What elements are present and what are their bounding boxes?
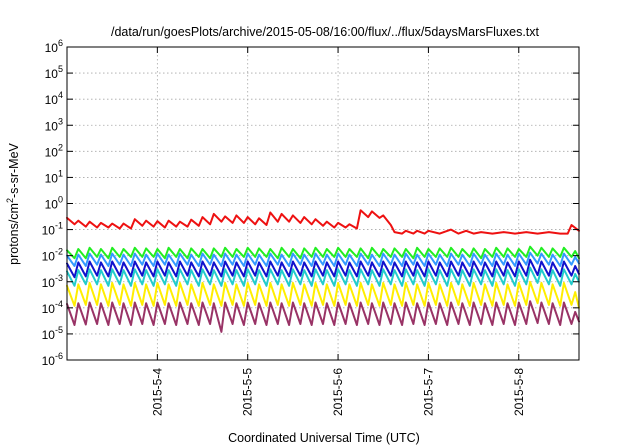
x-tick-label: 2015-5-4 bbox=[150, 368, 164, 416]
y-axis-label: protons/cm2-s-sr-MeV bbox=[5, 142, 21, 264]
y-tick-label: 101 bbox=[45, 168, 63, 185]
y-tick-label: 10-6 bbox=[42, 351, 63, 368]
y-tick-label: 10-5 bbox=[42, 325, 63, 342]
series-line-3 bbox=[66, 251, 580, 267]
series-line-1 bbox=[66, 209, 580, 235]
y-tick-label: 106 bbox=[45, 38, 63, 55]
axis-layer: 10-6 10-5 10-4 10-3 10-2 10-1 100 101 102 103 104 1… bbox=[42, 38, 579, 416]
y-tick-label: 10-4 bbox=[42, 299, 63, 316]
x-tick-label: 2015-5-8 bbox=[512, 368, 526, 416]
y-tick-label: 104 bbox=[45, 90, 63, 107]
y-tick-label: 102 bbox=[45, 142, 63, 159]
y-tick-label: 100 bbox=[45, 195, 63, 212]
x-tick-label: 2015-5-6 bbox=[331, 368, 345, 416]
series-layer bbox=[66, 209, 580, 333]
x-tick-label: 2015-5-5 bbox=[241, 368, 255, 416]
series-line-6 bbox=[66, 280, 580, 309]
series-line-5 bbox=[66, 266, 580, 287]
series-line-4 bbox=[66, 258, 580, 279]
y-tick-label: 103 bbox=[45, 116, 63, 133]
series-line-2 bbox=[66, 245, 580, 260]
y-tick-label: 10-1 bbox=[42, 221, 63, 238]
y-tick-label: 10-2 bbox=[42, 247, 63, 264]
x-tick-label: 2015-5-7 bbox=[421, 368, 435, 416]
series-line-7 bbox=[66, 300, 580, 333]
chart-title: /data/run/goesPlots/archive/2015-05-08/1… bbox=[111, 25, 540, 39]
y-tick-label: 105 bbox=[45, 64, 63, 81]
y-tick-label: 10-3 bbox=[42, 273, 63, 290]
x-axis-label: Coordinated Universal Time (UTC) bbox=[228, 431, 420, 445]
